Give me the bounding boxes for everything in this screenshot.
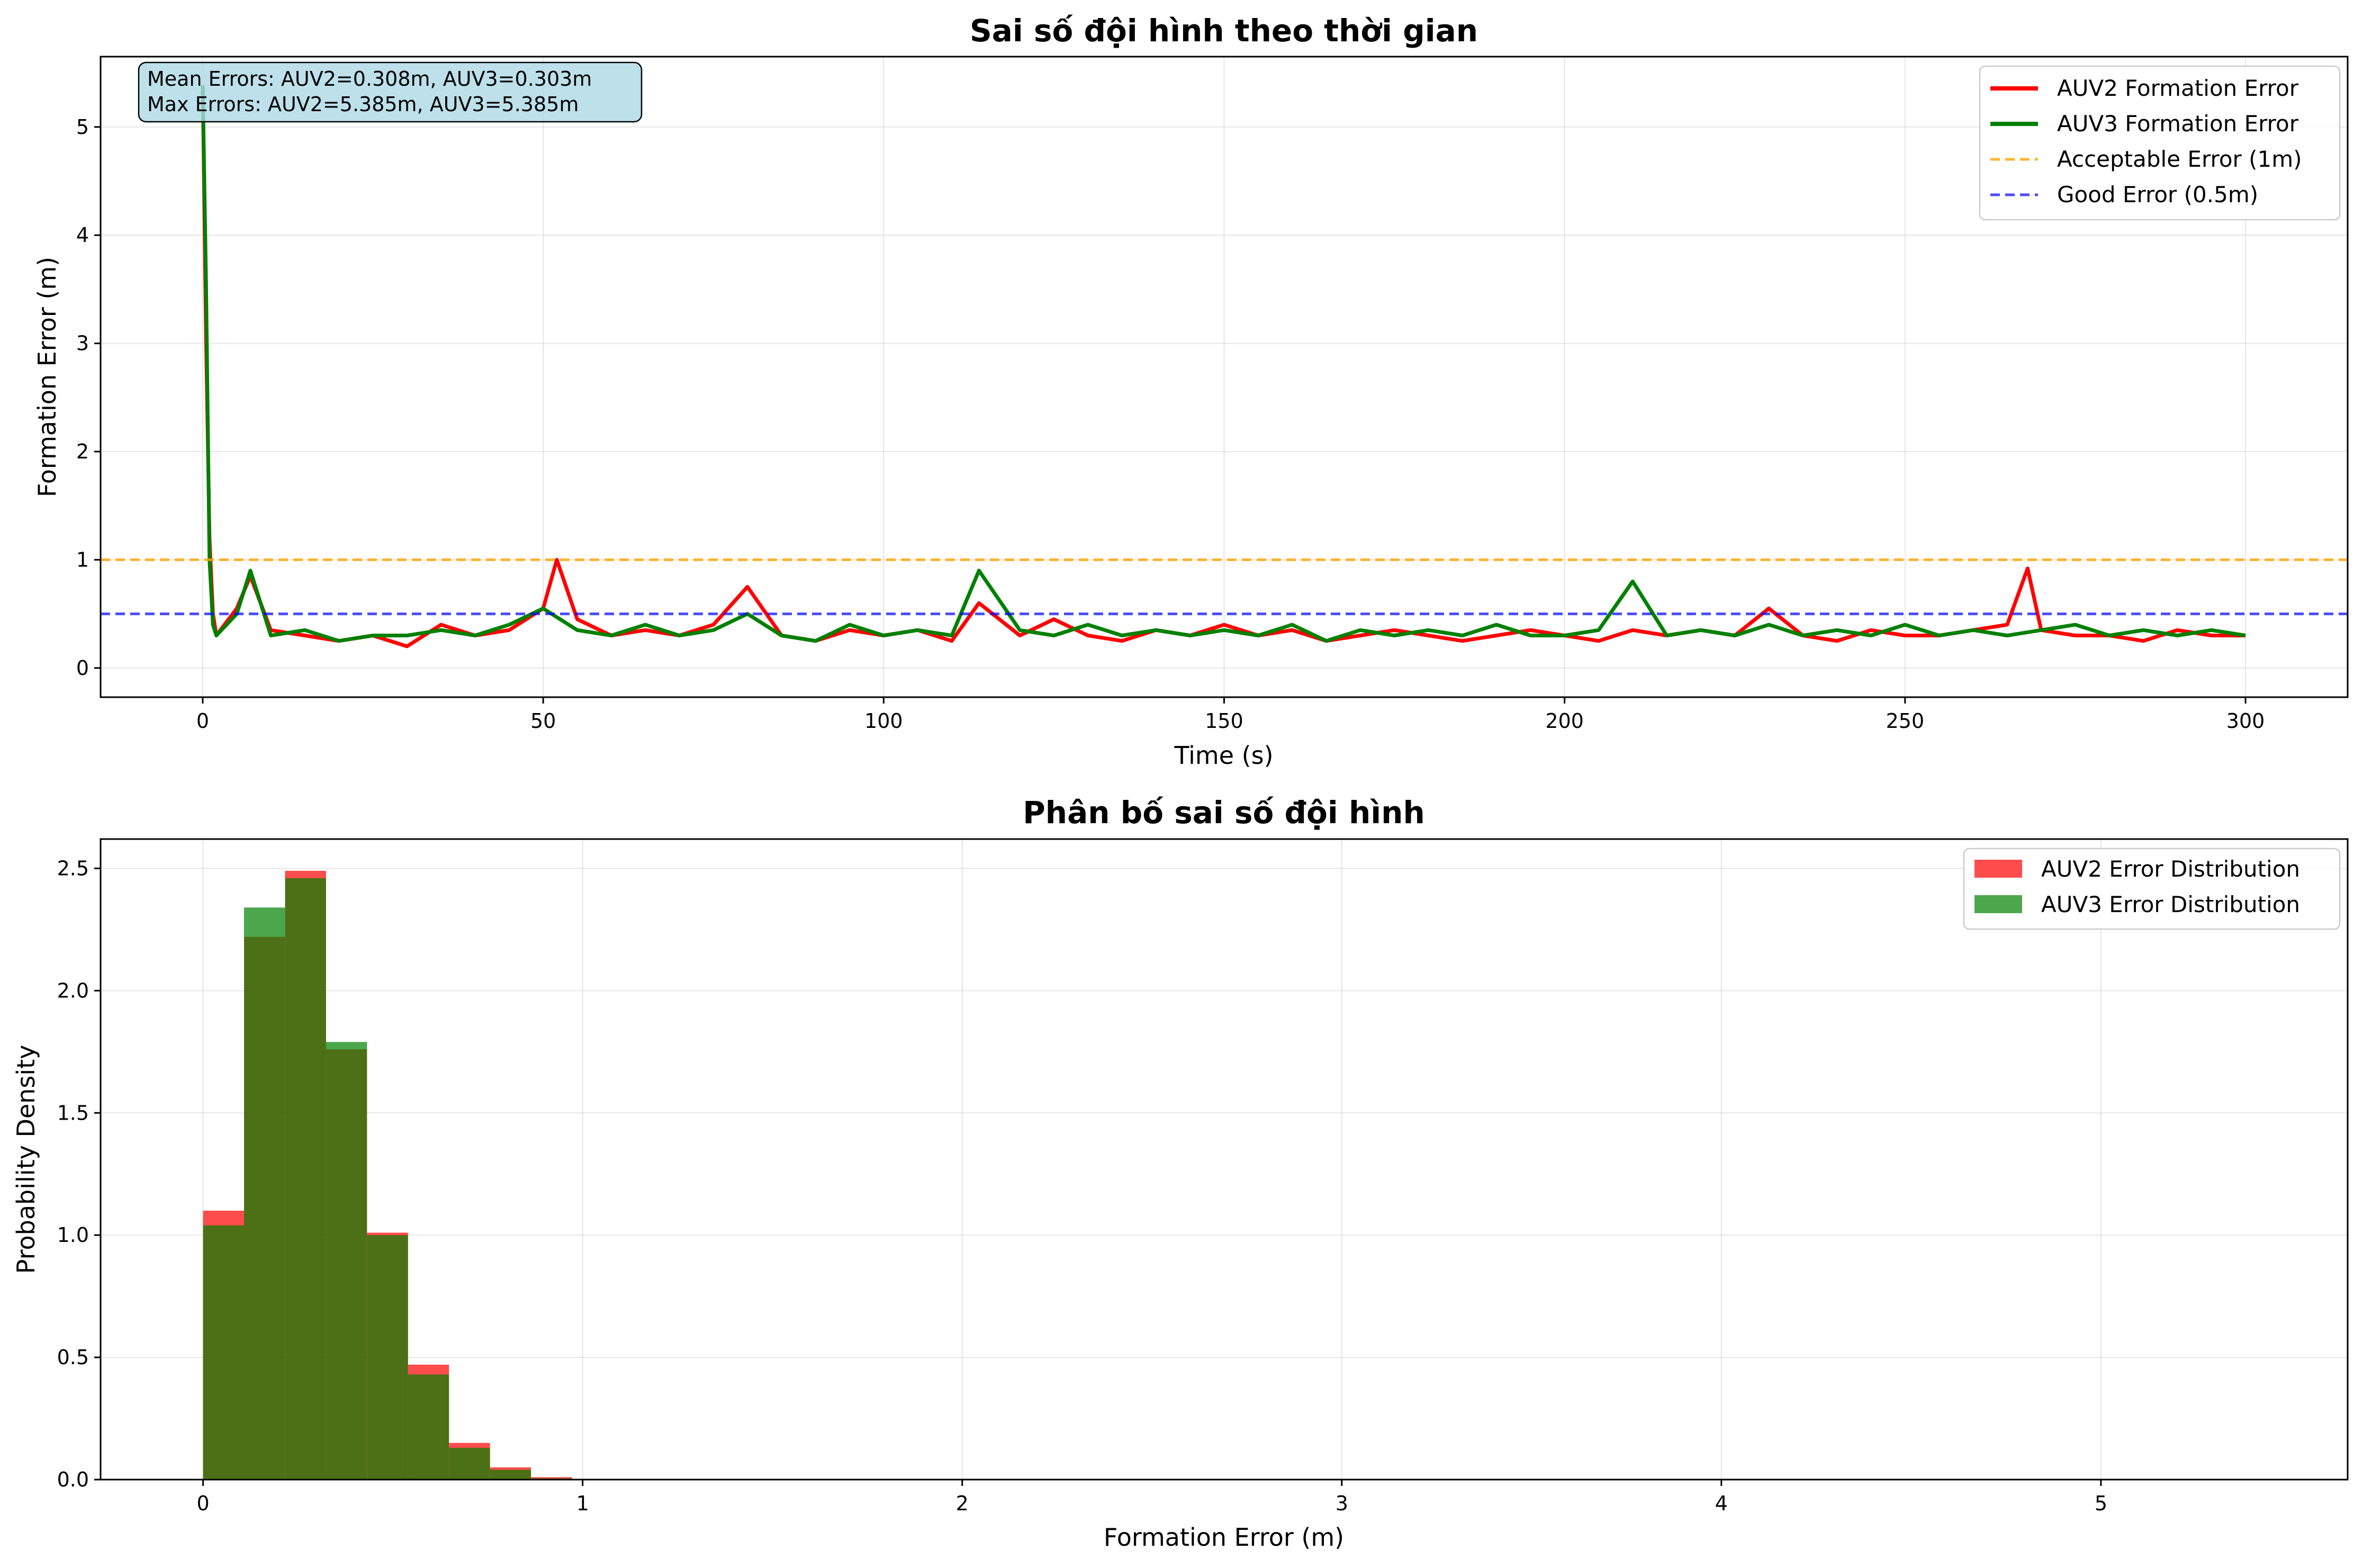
legend-swatch-auv2-dist <box>1974 860 2022 878</box>
legend-label-acceptable: Acceptable Error (1m) <box>2057 146 2302 172</box>
chart1-xtick-label: 50 <box>530 709 556 733</box>
auv3-histogram-bar <box>244 907 285 1480</box>
chart1-annotation: Mean Errors: AUV2=0.308m, AUV3=0.303m Ma… <box>138 61 643 123</box>
chart2-xtick-label: 3 <box>1336 1492 1348 1515</box>
chart2-xtick-label: 0 <box>197 1492 210 1515</box>
auv3-histogram-bar <box>449 1448 490 1480</box>
chart2-legend: AUV2 Error Distribution AUV3 Error Distr… <box>1963 848 2341 930</box>
chart2-ytick-label: 2.0 <box>57 979 89 1002</box>
chart1-legend: AUV2 Formation Error AUV3 Formation Erro… <box>1979 65 2341 221</box>
annotation-max-errors: Max Errors: AUV2=5.385m, AUV3=5.385m <box>147 93 579 116</box>
chart1-xtick-label: 250 <box>1886 709 1925 733</box>
chart2-legend-box <box>1963 848 2341 930</box>
chart2-ytick-label: 0.0 <box>57 1468 89 1491</box>
chart1-ytick-label: 2 <box>76 440 89 463</box>
time-series-chart: Sai số đội hình theo thời gian 0 50 100 150… <box>33 13 2349 770</box>
chart2-ytick-label: 2.5 <box>57 857 89 880</box>
chart2-ticks: 0 1 2 3 4 5 0.0 0.5 1.0 1.5 2.0 2.5 <box>57 857 2107 1515</box>
chart1-xtick-label: 200 <box>1545 709 1584 733</box>
chart1-xtick-label: 300 <box>2226 709 2265 733</box>
chart1-ytick-label: 0 <box>76 656 89 680</box>
auv3-histogram-bar <box>203 1225 244 1480</box>
auv3-histogram-bar <box>285 878 326 1480</box>
chart2-ytick-label: 1.5 <box>57 1101 89 1124</box>
chart2-ylabel: Probability Density <box>12 1045 40 1274</box>
auv3-formation-error-line <box>201 85 2246 643</box>
legend-label-auv2-dist: AUV2 Error Distribution <box>2041 856 2300 882</box>
legend-label-auv2: AUV2 Formation Error <box>2057 75 2299 101</box>
chart2-ytick-label: 1.0 <box>57 1223 89 1247</box>
auv2-formation-error-line <box>201 85 2245 648</box>
chart2-xtick-label: 4 <box>1715 1492 1728 1515</box>
chart1-ytick-label: 3 <box>76 332 89 355</box>
chart1-xtick-label: 0 <box>196 709 209 733</box>
legend-label-auv3: AUV3 Formation Error <box>2057 111 2299 137</box>
chart1-xtick-label: 100 <box>864 709 903 733</box>
chart2-ytick-label: 0.5 <box>57 1346 89 1369</box>
chart1-xlabel: Time (s) <box>1174 741 1273 770</box>
chart2-xtick-label: 1 <box>576 1492 589 1515</box>
chart2-xlabel: Formation Error (m) <box>1104 1523 1344 1552</box>
chart1-ytick-label: 5 <box>76 115 89 139</box>
auv3-histogram-bar <box>490 1470 531 1480</box>
chart1-ylabel: Formation Error (m) <box>33 257 61 497</box>
chart1-ytick-label: 4 <box>76 223 89 247</box>
chart1-legend-box <box>1979 65 2341 221</box>
chart1-title: Sai số đội hình theo thời gian <box>970 13 1478 49</box>
chart2-bars <box>203 871 572 1480</box>
legend-label-auv3-dist: AUV3 Error Distribution <box>2041 891 2300 917</box>
histogram-chart: Phân bố sai số đội hình 0 1 2 3 4 5 0.0 0.5 1.0 1… <box>12 795 2349 1552</box>
auv3-histogram-bar <box>408 1374 449 1480</box>
chart2-xtick-label: 5 <box>2095 1492 2107 1515</box>
chart1-ytick-label: 1 <box>76 548 89 571</box>
legend-swatch-auv3-dist <box>1974 895 2022 913</box>
legend-label-good: Good Error (0.5m) <box>2057 182 2258 208</box>
annotation-box <box>138 61 643 123</box>
chart1-ticks: 0 50 100 150 200 250 300 0 1 2 3 4 5 <box>76 115 2265 733</box>
chart2-title: Phân bố sai số đội hình <box>1023 795 1424 831</box>
auv3-histogram-bar <box>326 1042 367 1480</box>
auv3-histogram-bar <box>367 1235 408 1480</box>
chart2-xtick-label: 2 <box>956 1492 969 1515</box>
chart1-xtick-label: 150 <box>1205 709 1243 733</box>
annotation-mean-errors: Mean Errors: AUV2=0.308m, AUV3=0.303m <box>147 67 592 91</box>
chart2-frame <box>100 838 2349 1481</box>
chart1-series <box>101 85 2348 648</box>
